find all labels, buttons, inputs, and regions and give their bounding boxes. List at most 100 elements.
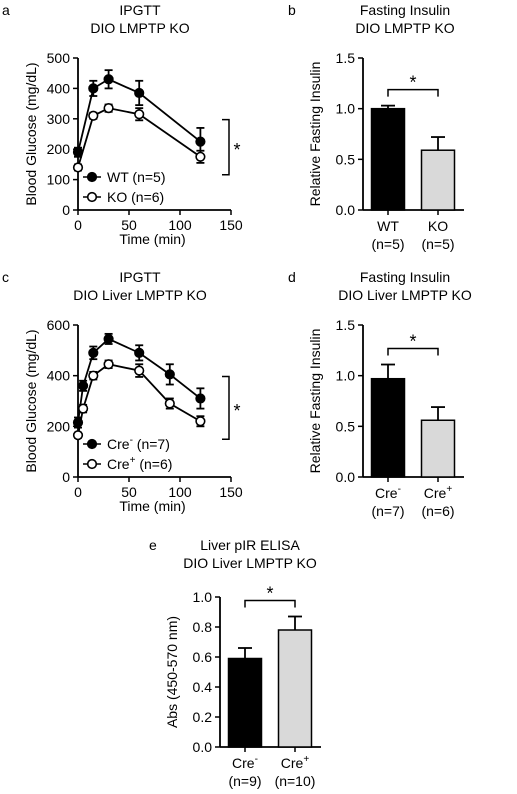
y-tick-label: 1.5	[336, 317, 356, 333]
panel-title-b: Fasting Insulin	[360, 2, 450, 18]
y-tick-label: 400	[47, 368, 71, 384]
bar-1	[277, 629, 313, 748]
y-tick-label: 0.0	[336, 469, 356, 485]
legend-label-base: Cre	[107, 456, 130, 472]
x-tick-label: 150	[219, 217, 243, 233]
bar-0	[370, 107, 406, 211]
legend-label-sup: -	[130, 435, 133, 446]
significance-star: *	[266, 584, 273, 604]
data-point	[88, 83, 99, 94]
category-n-label: (n=6)	[421, 503, 454, 519]
category-label-sup: -	[255, 754, 258, 765]
category-label-base: Cre	[232, 755, 255, 771]
x-tick-label: 100	[168, 217, 192, 233]
category-label-base: Cre	[375, 485, 398, 501]
legend-label: Cre+ (n=6)	[107, 455, 172, 472]
category-label: KO	[428, 218, 448, 234]
panel-subtitle-c: DIO Liver LMPTP KO	[73, 287, 207, 303]
data-point	[195, 416, 206, 427]
significance-bracket	[222, 118, 230, 176]
category-n-label: (n=10)	[275, 773, 316, 789]
significance-star: *	[233, 401, 240, 421]
y-tick-label: 0.5	[336, 151, 356, 167]
panel-letter-b: b	[288, 2, 296, 18]
y-tick-label: 300	[47, 111, 71, 127]
data-point	[134, 347, 145, 358]
y-tick-label: 1.5	[336, 50, 356, 66]
x-tick-label: 50	[121, 217, 137, 233]
data-point	[88, 110, 99, 121]
bar-0	[370, 377, 406, 478]
y-tick-label: 0.4	[193, 679, 213, 695]
category-n-label: (n=5)	[371, 236, 404, 252]
data-point	[164, 398, 175, 409]
data-point	[164, 369, 175, 380]
significance-bracket	[244, 599, 296, 608]
x-tick-label: 150	[219, 484, 243, 500]
category-label-sup: +	[303, 754, 309, 765]
category-label-base: Cre	[424, 485, 447, 501]
significance-bracket	[387, 347, 439, 356]
y-tick-label: 1.0	[336, 368, 356, 384]
data-point	[72, 430, 84, 441]
data-point	[134, 109, 145, 120]
legend-label: Cre- (n=7)	[107, 435, 170, 452]
legend-label-suffix: (n=6)	[135, 456, 172, 472]
y-tick-label: 100	[47, 172, 71, 188]
x-tick-label: 0	[74, 484, 82, 500]
significance-star: *	[233, 140, 240, 160]
legend-label-base: Cre	[107, 436, 130, 452]
panel-letter-e: e	[149, 537, 157, 553]
y-tick-label: 0.0	[193, 739, 213, 755]
panel-subtitle-a: DIO LMPTP KO	[90, 20, 189, 36]
panel-title-c: IPGTT	[119, 269, 161, 285]
y-tick-label: 600	[47, 317, 71, 333]
data-point	[134, 87, 145, 99]
panel-d: d Fasting Insulin DIO Liver LMPTP KO 0.0 0.5…	[288, 269, 472, 519]
y-axis-label: Abs (450-570 nm)	[164, 616, 180, 728]
legend-label: KO (n=6)	[107, 189, 164, 205]
panel-e: e Liver pIR ELISA DIO Liver LMPTP KO 0.0 0.2…	[149, 537, 321, 789]
panel-title-e: Liver pIR ELISA	[200, 537, 300, 553]
y-tick-label: 200	[47, 418, 71, 434]
data-point	[195, 136, 206, 147]
legend-label-sup: +	[130, 455, 136, 466]
panel-subtitle-b: DIO LMPTP KO	[355, 20, 454, 36]
y-tick-label: 0.0	[336, 202, 356, 218]
category-label: Cre+	[424, 484, 453, 501]
y-axis-label: Blood Glucose (mg/dL)	[23, 329, 39, 472]
bar-1	[420, 149, 456, 211]
y-axis-label: Relative Fasting Insulin	[307, 62, 323, 207]
significance-star: *	[409, 332, 416, 352]
significance-bracket	[222, 375, 230, 441]
category-label: Cre+	[281, 754, 310, 771]
y-tick-label: 400	[47, 80, 71, 96]
panel-subtitle-e: DIO Liver LMPTP KO	[183, 555, 317, 571]
data-point	[134, 365, 145, 376]
y-tick-label: 1.0	[336, 101, 356, 117]
y-axis-label: Blood Glucose (mg/dL)	[23, 62, 39, 205]
y-tick-label: 0.5	[336, 418, 356, 434]
legend-label: WT (n=5)	[107, 169, 165, 185]
bar-0	[227, 657, 263, 748]
category-label-base: KO	[428, 218, 448, 234]
category-label-sup: -	[398, 484, 401, 495]
y-tick-label: 500	[47, 50, 71, 66]
significance-star: *	[409, 73, 416, 93]
y-tick-label: 1.0	[193, 589, 213, 605]
panel-b: b Fasting Insulin DIO LMPTP KO 0.0 0.5 1.0 1.5…	[288, 2, 464, 252]
data-point	[88, 370, 99, 381]
data-point	[103, 333, 114, 345]
y-tick-label: 200	[47, 141, 71, 157]
data-point	[88, 347, 99, 358]
legend-label-suffix: (n=7)	[133, 436, 170, 452]
data-point	[195, 151, 206, 162]
category-n-label: (n=5)	[421, 236, 454, 252]
panel-letter-c: c	[2, 269, 9, 285]
data-point	[77, 403, 89, 414]
y-tick-label: 0.8	[193, 619, 213, 635]
legend-marker	[86, 191, 98, 203]
category-n-label: (n=9)	[228, 773, 261, 789]
category-label: Cre-	[232, 754, 258, 771]
category-label: Cre-	[375, 484, 401, 501]
